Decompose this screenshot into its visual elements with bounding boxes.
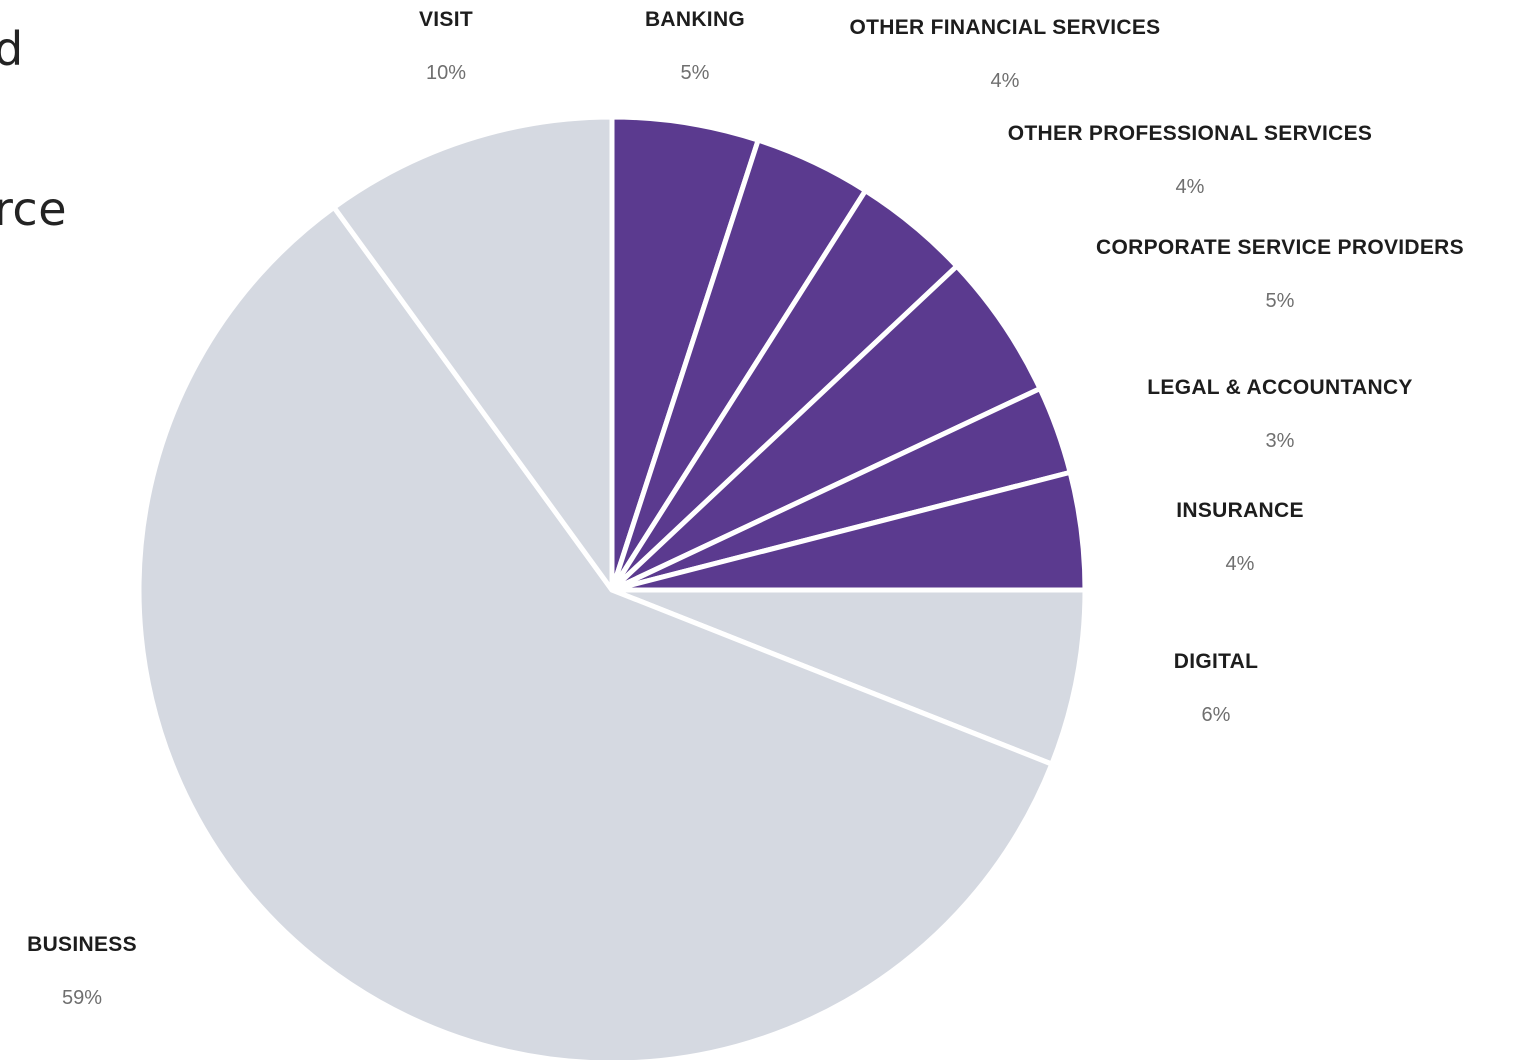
- slice-label-value: 59%: [61, 987, 103, 1009]
- slice-label-corporate-service-providers: CORPORATE SERVICE PROVIDERS 5%: [1096, 236, 1464, 313]
- pie-slice-digital: [609, 587, 1088, 767]
- slice-label-value: 4%: [1225, 553, 1255, 575]
- slice-label-value: 5%: [680, 62, 710, 84]
- slice-label-legal-and-accountancy: LEGAL & ACCOUNTANCY 3%: [1147, 376, 1412, 453]
- slice-label-name: VISIT: [418, 8, 474, 31]
- pie-slice-visit: [331, 114, 615, 593]
- slice-label-name: CORPORATE SERVICE PROVIDERS: [1096, 236, 1464, 259]
- pie-slice-corporate-service-providers: [609, 263, 1043, 593]
- slice-label-visit: VISIT 10%: [419, 8, 473, 85]
- slice-label-value: 6%: [1201, 704, 1231, 726]
- slice-label-name: BUSINESS: [27, 933, 137, 956]
- slice-label-name: BANKING: [644, 8, 746, 31]
- slice-label-business: BUSINESS 59%: [27, 933, 137, 1010]
- slice-label-other-professional-services: OTHER PROFESSIONAL SERVICES 4%: [1008, 122, 1372, 199]
- slice-label-name: INSURANCE: [1176, 499, 1304, 522]
- slice-label-other-financial-services: OTHER FINANCIAL SERVICES 4%: [850, 16, 1161, 93]
- cropped-heading-line-1: d: [0, 22, 24, 76]
- slice-label-digital: DIGITAL 6%: [1174, 650, 1259, 727]
- pie-slice-business: [136, 204, 1055, 1060]
- slice-label-value: 4%: [990, 70, 1020, 92]
- slice-label-value: 5%: [1265, 290, 1295, 312]
- slice-label-name: OTHER PROFESSIONAL SERVICES: [1007, 122, 1373, 145]
- slice-label-banking: BANKING 5%: [645, 8, 745, 85]
- slice-label-value: 10%: [425, 62, 467, 84]
- slice-label-name: LEGAL & ACCOUNTANCY: [1147, 376, 1413, 399]
- slice-label-value: 3%: [1265, 430, 1295, 452]
- slice-label-name: OTHER FINANCIAL SERVICES: [849, 16, 1161, 39]
- slice-label-insurance: INSURANCE 4%: [1176, 499, 1304, 576]
- cropped-heading-line-2: rce: [0, 182, 67, 236]
- slice-label-name: DIGITAL: [1173, 650, 1259, 673]
- slice-label-value: 4%: [1175, 176, 1205, 198]
